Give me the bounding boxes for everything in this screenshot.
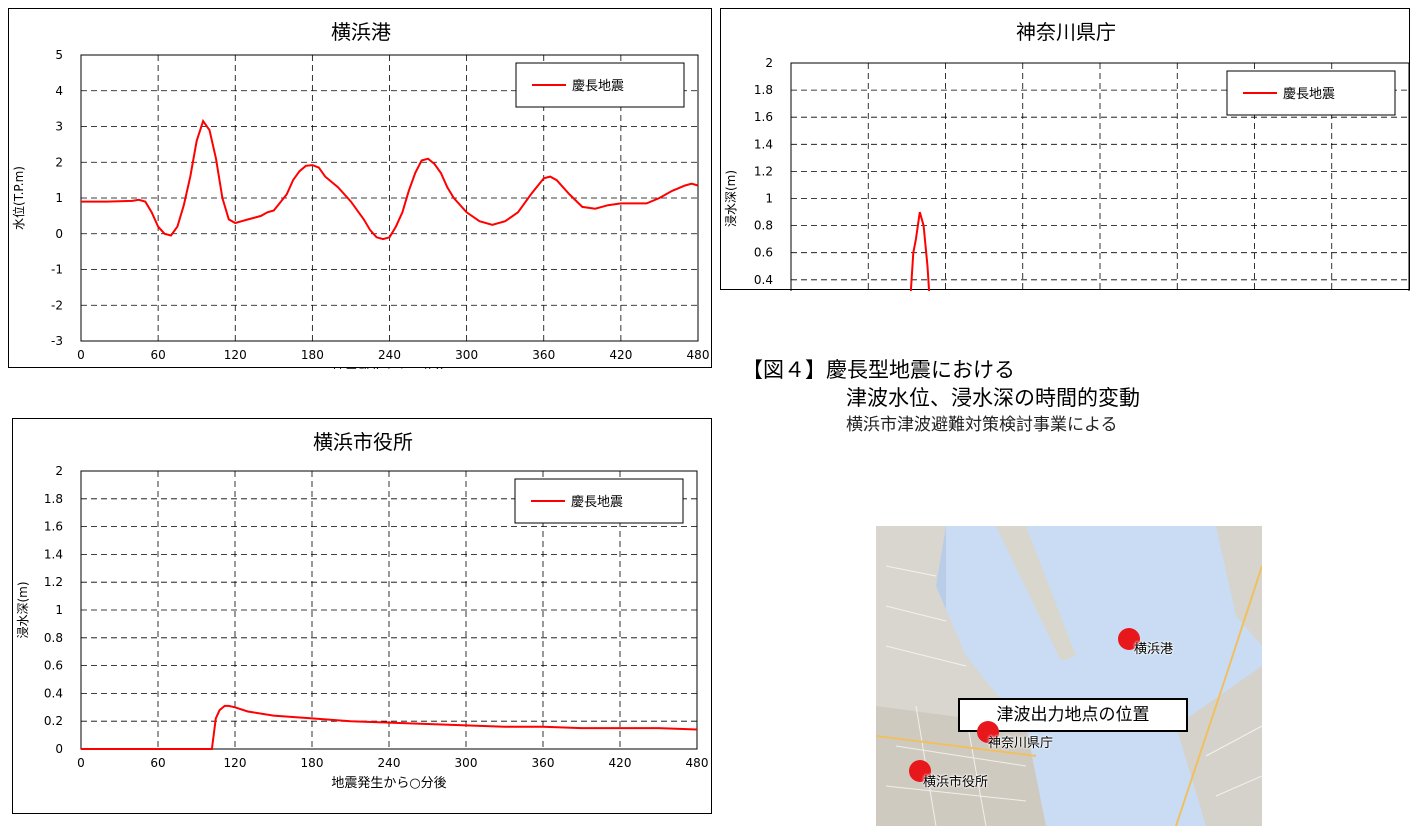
- chart-title: 神奈川県庁: [1016, 20, 1116, 44]
- y-axis-label: 浸水深(m): [16, 581, 30, 638]
- y-tick-label: 3: [55, 120, 63, 134]
- y-tick-label: -1: [51, 263, 63, 277]
- y-tick-label: 1.8: [44, 492, 63, 506]
- y-tick-label: 1.2: [44, 575, 63, 589]
- y-tick-label: 2: [55, 155, 63, 169]
- caption-line-2: 津波水位、浸水深の時間的変動: [846, 386, 1140, 410]
- y-tick-label: 0.8: [44, 631, 63, 645]
- y-tick-label: 1.8: [754, 83, 773, 97]
- x-tick-label: 180: [301, 756, 324, 770]
- x-tick-label: 360: [532, 756, 555, 770]
- series-line: [81, 118, 699, 241]
- chart-kanagawa-pref-office: 神奈川県庁06012018024030036042048021.81.61.41…: [720, 8, 1410, 291]
- y-tick-label: -2: [51, 298, 63, 312]
- y-tick-label: 1.4: [754, 137, 773, 151]
- caption-source: 横浜市津波避難対策検討事業による: [846, 415, 1118, 435]
- y-tick-label: 0: [55, 742, 63, 756]
- x-axis-label: 地震発生から○分後: [332, 368, 447, 369]
- x-tick-label: 480: [687, 348, 710, 362]
- y-tick-label: 1: [55, 603, 63, 617]
- chart-yokohama-city-hall: 横浜市役所 0 60 120 180 240 300 360 420 480 2 1.8 1.6 1.4 1…: [12, 418, 712, 814]
- figure-caption: 【図４】慶長型地震における 津波水位、浸水深の時間的変動 横浜市津波避難対策検討…: [742, 356, 1402, 438]
- marker-yokohama-city-hall: [909, 760, 931, 782]
- x-tick-label: 240: [378, 756, 401, 770]
- series-line: [909, 211, 931, 291]
- marker-label-yokohama-city-hall: 横浜市役所: [923, 775, 989, 790]
- marker-kanagawa-pref-office: [977, 721, 999, 743]
- y-tick-label: 1.2: [754, 164, 773, 178]
- y-tick-label: 0.4: [754, 273, 773, 287]
- legend-label: 慶長地震: [572, 79, 624, 94]
- marker-label-yokohama-port: 横浜港: [1134, 642, 1174, 657]
- series-line: [81, 704, 698, 750]
- y-tick-label: 1.6: [754, 110, 773, 124]
- y-axis-label: 浸水深(m): [724, 170, 738, 227]
- location-map: 横浜港 津波出力地点の位置 神奈川県庁 横浜市役所: [876, 526, 1262, 826]
- x-axis-label: 地震発生から○分後: [331, 776, 446, 791]
- y-tick-label: 0.2: [44, 714, 63, 728]
- y-tick-label: 2: [765, 56, 773, 70]
- chart-svg: 横浜港 0 60 120 180 240 300 360 420 480 5 4 3 2 1 0 -1 -2 -3 地…: [11, 20, 710, 369]
- y-tick-label: -3: [51, 334, 63, 348]
- x-tick-label: 360: [532, 348, 555, 362]
- y-tick-label: 1: [765, 192, 773, 206]
- legend-label: 慶長地震: [571, 495, 623, 510]
- x-tick-label: 0: [77, 348, 85, 362]
- x-tick-label: 300: [455, 756, 478, 770]
- y-tick-label: 0.6: [754, 246, 773, 260]
- map-image: [876, 526, 1262, 826]
- chart-title: 横浜港: [331, 20, 391, 44]
- y-axis-label: 水位(T.P.m): [11, 166, 26, 230]
- y-tick-label: 2: [55, 464, 63, 478]
- x-tick-label: 0: [77, 756, 85, 770]
- y-tick-label: 0.4: [44, 686, 63, 700]
- chart-svg: 横浜市役所 0 60 120 180 240 300 360 420 480 2 1.8 1.6 1.4 1…: [16, 430, 709, 791]
- x-tick-label: 120: [224, 348, 247, 362]
- y-tick-label: 1.4: [44, 547, 63, 561]
- chart-yokohama-port: 横浜港 0 60 120 180 240 300 360 420 480 5 4 3 2 1 0 -1 -2 -3 地…: [8, 8, 712, 369]
- y-tick-label: 4: [55, 84, 63, 98]
- x-tick-label: 120: [224, 756, 247, 770]
- x-tick-label: 60: [150, 348, 165, 362]
- legend-label: 慶長地震: [1283, 87, 1335, 102]
- x-tick-label: 420: [609, 756, 632, 770]
- x-tick-label: 300: [455, 348, 478, 362]
- x-tick-label: 420: [609, 348, 632, 362]
- y-tick-label: 5: [55, 48, 63, 62]
- marker-label-kanagawa-pref-office: 神奈川県庁: [988, 736, 1054, 751]
- y-tick-label: 0.6: [44, 659, 63, 673]
- y-tick-label: 0: [55, 227, 63, 241]
- x-tick-label: 180: [301, 348, 324, 362]
- y-tick-label: 0.8: [754, 219, 773, 233]
- chart-svg: 神奈川県庁06012018024030036042048021.81.61.41…: [724, 20, 1410, 291]
- marker-yokohama-port: [1118, 628, 1140, 650]
- y-tick-label: 1: [55, 191, 63, 205]
- x-tick-label: 240: [378, 348, 401, 362]
- y-tick-label: 1.6: [44, 520, 63, 534]
- caption-line-1: 【図４】慶長型地震における: [742, 358, 1015, 382]
- x-tick-label: 60: [150, 756, 165, 770]
- chart-title: 横浜市役所: [313, 430, 413, 454]
- x-tick-label: 480: [686, 756, 709, 770]
